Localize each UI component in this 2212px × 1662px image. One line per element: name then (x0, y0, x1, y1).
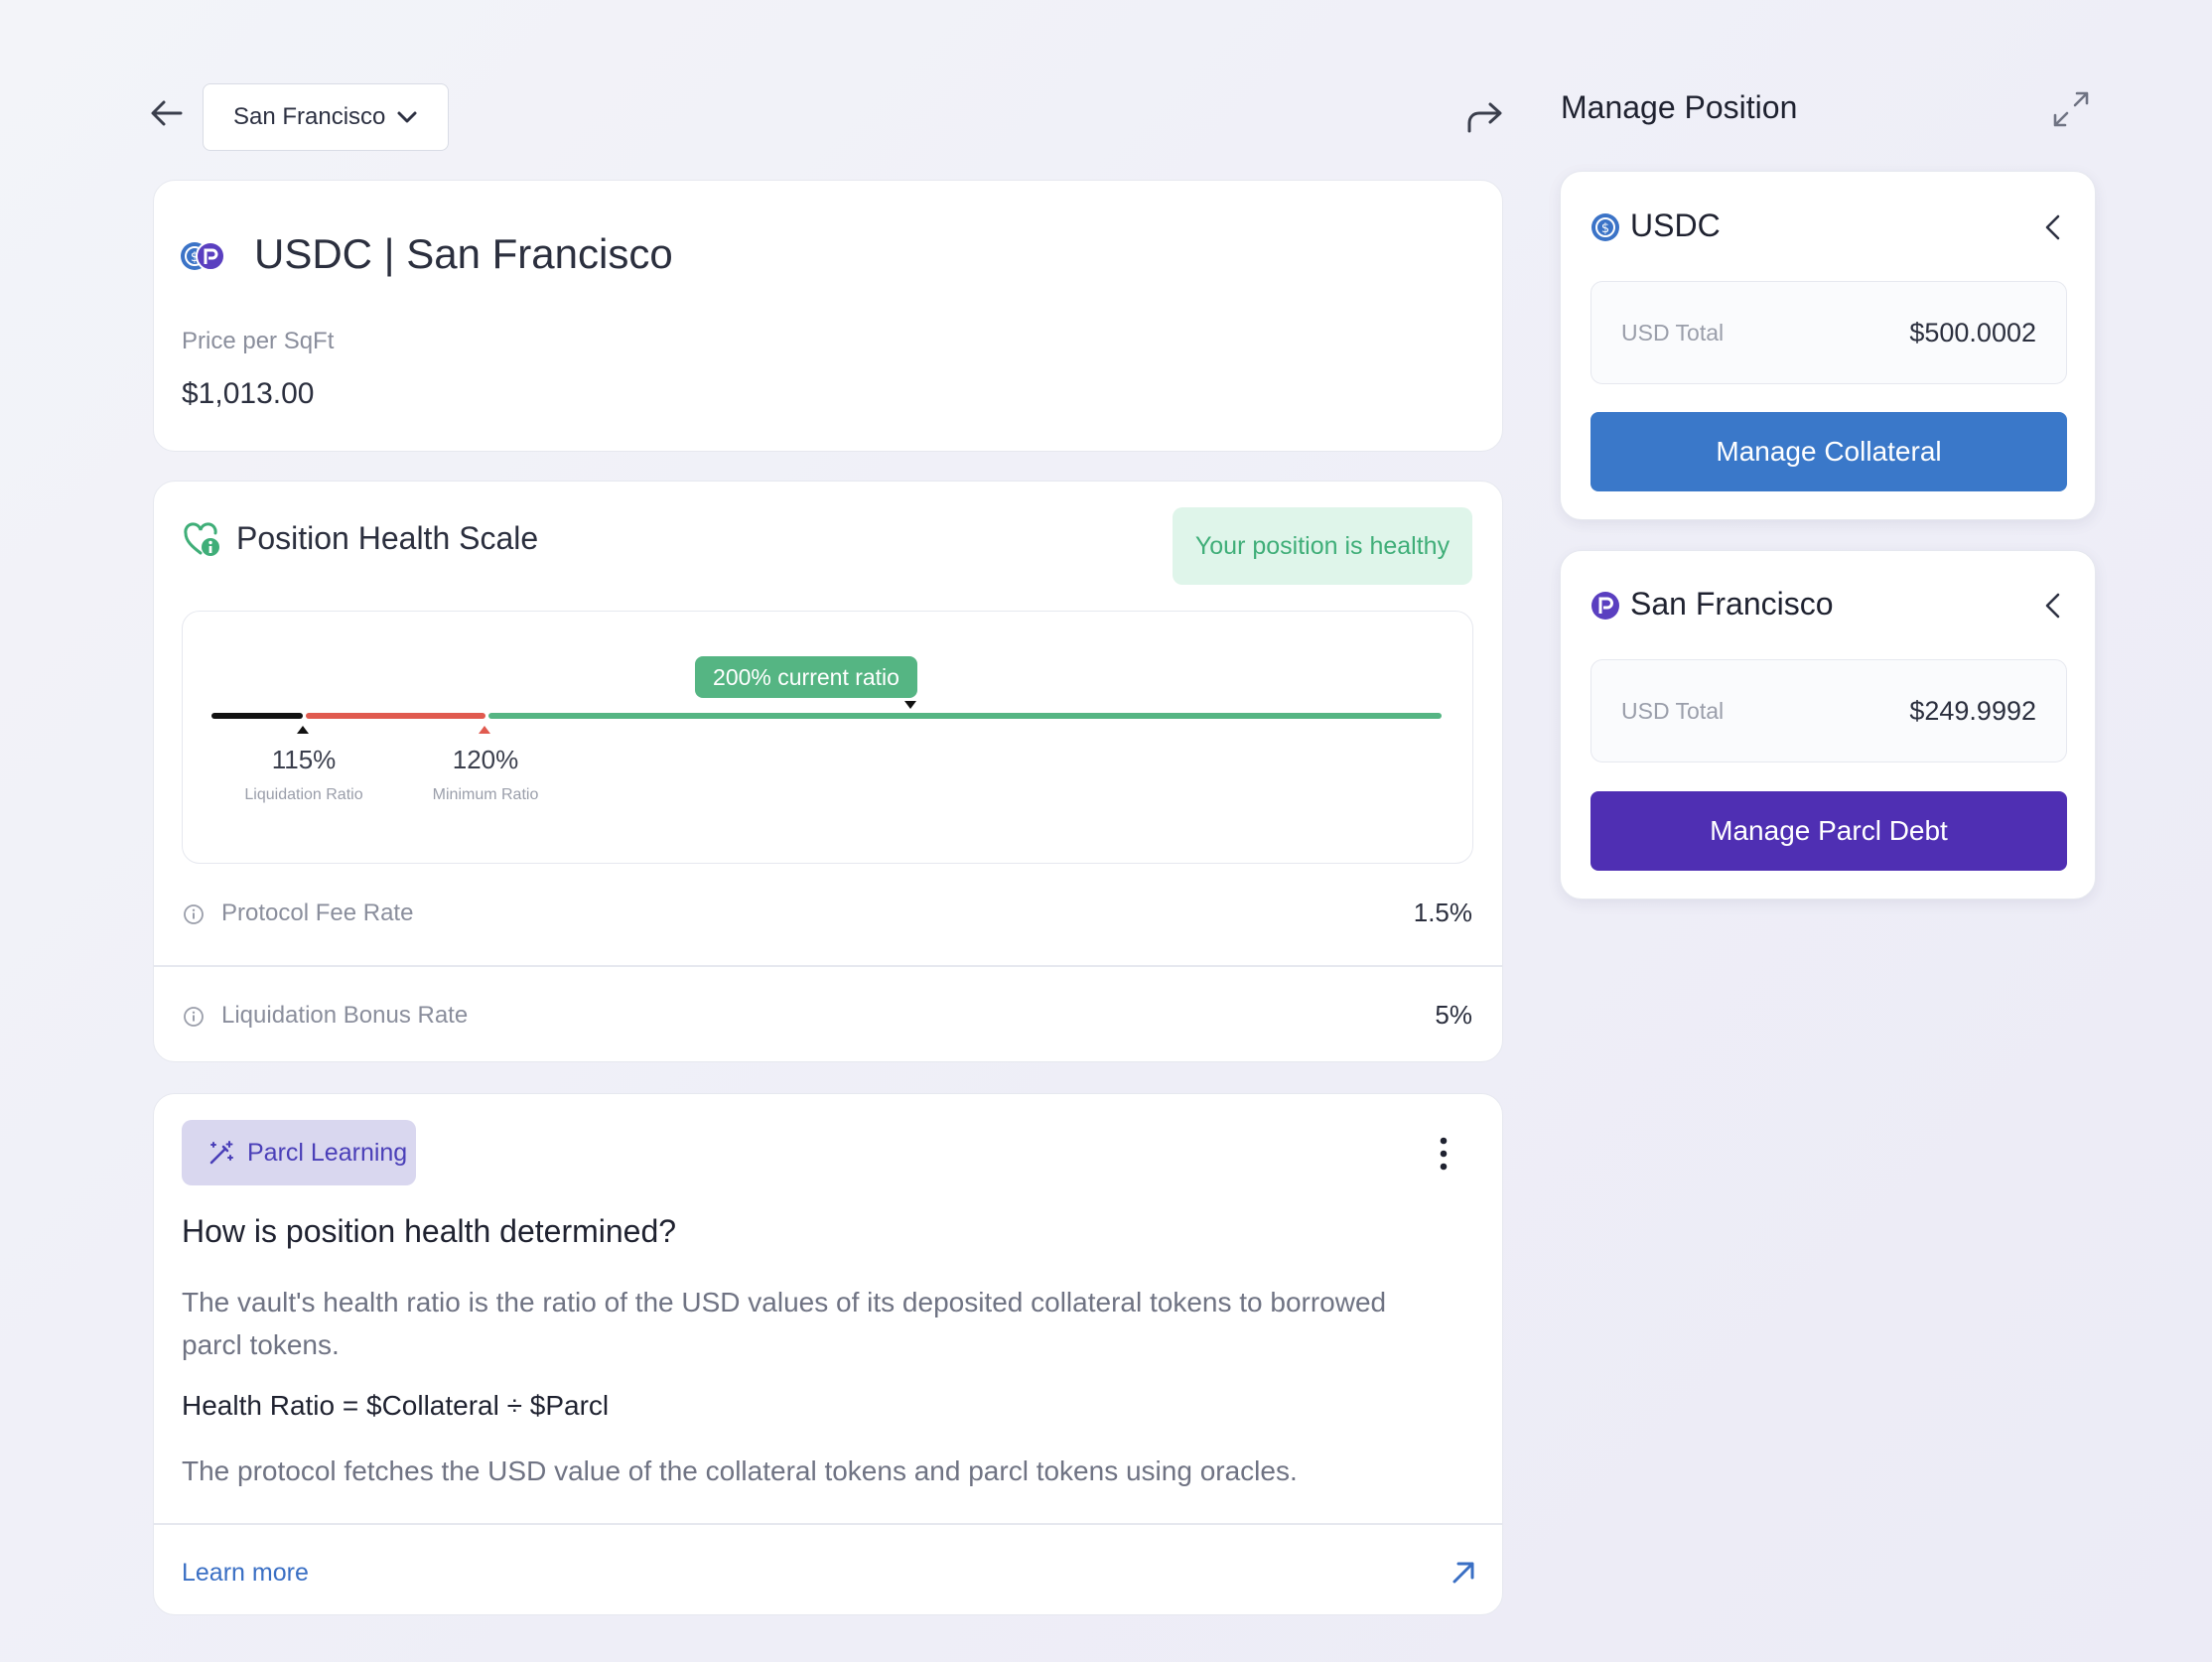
magic-wand-icon (207, 1139, 235, 1167)
manage-parcl-debt-button[interactable]: Manage Parcl Debt (1590, 791, 2067, 871)
liquidation-marker (297, 726, 309, 734)
fee-divider (154, 965, 1502, 967)
parcl-learning-badge: Parcl Learning (182, 1120, 416, 1185)
chevron-left-icon[interactable] (2041, 591, 2065, 621)
liquidation-segment (211, 713, 303, 719)
info-circle-icon[interactable] (183, 903, 205, 925)
healthy-segment (488, 713, 1442, 719)
minimum-ratio-value: 120% (452, 745, 519, 774)
arrow-up-right-icon[interactable] (1448, 1557, 1479, 1589)
share-arrow-icon[interactable] (1465, 99, 1505, 135)
collateral-name: USDC (1630, 208, 1721, 243)
kebab-menu-icon[interactable] (1430, 1134, 1457, 1174)
collateral-total-value: $500.0002 (1909, 317, 2036, 347)
collateral-total-label: USD Total (1621, 319, 1725, 346)
manage-position-title: Manage Position (1561, 89, 1798, 125)
svg-text:$: $ (1601, 221, 1609, 236)
price-value: $1,013.00 (182, 377, 315, 410)
learning-divider (154, 1523, 1502, 1525)
price-label: Price per SqFt (182, 328, 335, 354)
danger-segment (306, 713, 485, 719)
health-title: Position Health Scale (236, 520, 539, 556)
health-status-badge: Your position is healthy (1173, 507, 1472, 585)
info-circle-icon[interactable] (183, 1006, 205, 1028)
parcl-logo-icon (1590, 591, 1620, 621)
debt-total-box: USD Total $249.9992 (1590, 659, 2067, 762)
current-ratio-pill: 200% current ratio (695, 656, 917, 698)
svg-text:$: $ (191, 250, 199, 265)
health-ratio-formula: Health Ratio = $Collateral ÷ $Parcl (182, 1390, 610, 1421)
collateral-total-box: USD Total $500.0002 (1590, 281, 2067, 384)
minimum-marker (479, 726, 490, 734)
learn-more-link[interactable]: Learn more (182, 1559, 309, 1587)
usdc-parcl-pair-icon: $ (179, 238, 228, 274)
city-select-value: San Francisco (233, 103, 386, 130)
market-card (153, 180, 1503, 452)
manage-collateral-button[interactable]: Manage Collateral (1590, 412, 2067, 491)
debt-total-label: USD Total (1621, 697, 1725, 724)
debt-name: San Francisco (1630, 586, 1834, 622)
protocol-fee-value: 1.5% (1413, 898, 1472, 927)
chevron-left-icon[interactable] (2041, 212, 2065, 242)
liquidation-ratio-label: Liquidation Ratio (244, 786, 363, 803)
heart-info-icon (183, 522, 222, 558)
learning-paragraph: The vault's health ratio is the ratio of… (182, 1287, 1387, 1360)
city-select[interactable]: San Francisco (203, 83, 449, 151)
usdc-coin-icon: $ (1590, 212, 1620, 242)
chevron-down-icon (396, 110, 418, 124)
market-title: USDC | San Francisco (254, 230, 673, 277)
liquidation-bonus-value: 5% (1435, 1000, 1472, 1030)
minimum-ratio-label: Minimum Ratio (432, 786, 539, 803)
liquidation-ratio-value: 115% (271, 745, 337, 774)
learning-question: How is position health determined? (182, 1213, 677, 1249)
back-arrow-icon[interactable] (149, 95, 185, 131)
debt-total-value: $249.9992 (1909, 695, 2036, 726)
protocol-fee-label: Protocol Fee Rate (221, 900, 414, 926)
health-scale-box (182, 611, 1473, 864)
learning-paragraph-2: The protocol fetches the USD value of th… (182, 1455, 1298, 1486)
current-marker (904, 701, 916, 709)
expand-icon[interactable] (2051, 89, 2091, 129)
parcl-learning-label: Parcl Learning (247, 1138, 408, 1167)
liquidation-bonus-label: Liquidation Bonus Rate (221, 1002, 469, 1029)
